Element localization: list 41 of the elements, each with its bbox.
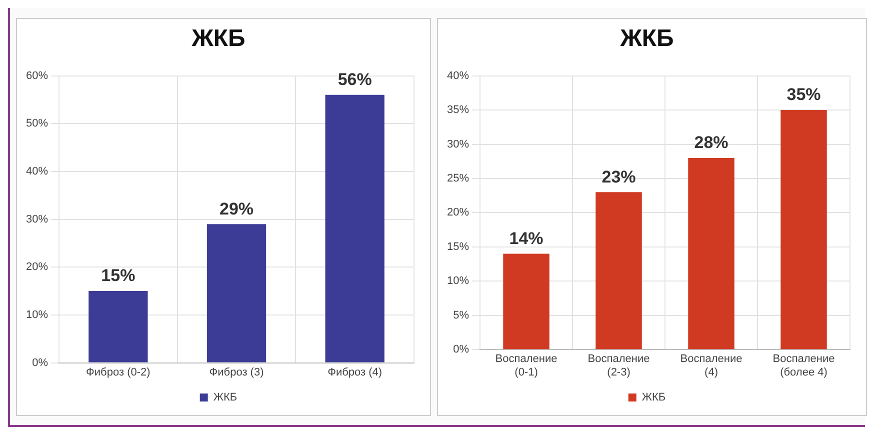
y-tick-label: 50%	[26, 118, 48, 130]
y-tick-label: 0%	[453, 344, 470, 356]
x-tick-label: Фиброз (4)	[328, 366, 382, 378]
y-tick-label: 40%	[446, 70, 470, 82]
y-tick-label: 0%	[32, 356, 48, 369]
x-tick-label: Фиброз (3)	[209, 366, 264, 378]
text: 29%	[219, 199, 254, 218]
x-tick-label: Воспаление (4)	[680, 353, 742, 378]
x-tick-label: Воспаление (2-3)	[588, 353, 650, 378]
chart-title: ЖКБ	[619, 25, 674, 52]
y-tick-label: 10%	[446, 275, 470, 288]
y-tick-label: 20%	[26, 261, 48, 274]
bar	[503, 254, 550, 350]
text: 35%	[786, 85, 821, 104]
bar	[596, 192, 642, 350]
bar	[780, 110, 827, 350]
chart-title: ЖКБ	[190, 25, 246, 52]
x-tick-label: Воспаление (0-1)	[495, 353, 558, 378]
y-tick-label: 30%	[26, 213, 48, 226]
y-tick-label: 10%	[26, 309, 48, 321]
legend-label: ЖКБ	[642, 392, 666, 404]
bar	[688, 158, 734, 350]
y-tick-label: 15%	[446, 240, 470, 253]
y-tick-label: 5%	[453, 309, 470, 322]
y-tick-label: 30%	[446, 138, 470, 150]
y-tick-label: 25%	[446, 172, 470, 185]
text: 14%	[509, 228, 544, 248]
bar	[325, 94, 384, 362]
x-tick-label: Фиброз (0-2)	[86, 366, 150, 378]
text: 15%	[101, 266, 136, 286]
bar	[206, 224, 266, 362]
text: 23%	[602, 167, 636, 186]
y-tick-label: 20%	[446, 206, 470, 219]
text: 28%	[694, 133, 728, 152]
bar	[88, 291, 148, 362]
y-tick-label: 35%	[446, 104, 470, 116]
legend-label: ЖКБ	[213, 392, 238, 404]
y-tick-label: 60%	[26, 70, 48, 82]
text: 56%	[338, 70, 372, 90]
y-tick-label: 40%	[26, 166, 48, 178]
x-tick-label: Воспаление (более 4)	[772, 353, 835, 378]
